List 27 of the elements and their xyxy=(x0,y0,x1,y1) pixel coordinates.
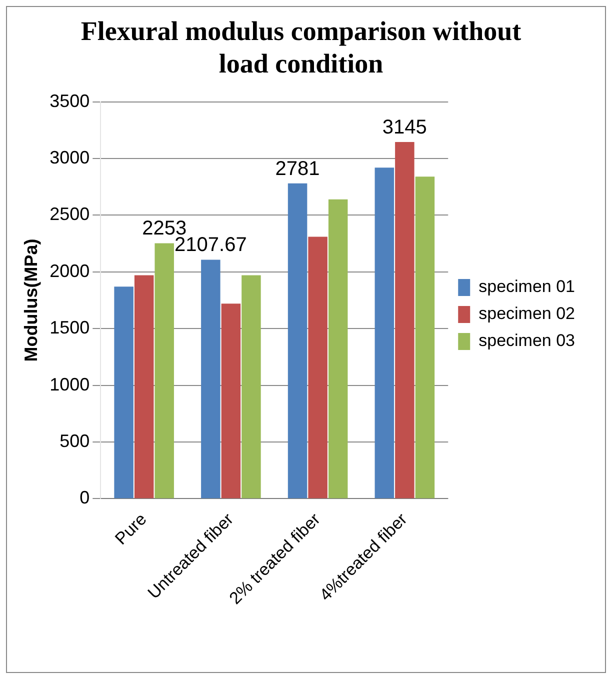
bar xyxy=(288,183,308,498)
bar xyxy=(308,236,328,498)
legend-label: specimen 02 xyxy=(478,304,575,324)
bar xyxy=(395,142,414,498)
y-tick-label: 2500 xyxy=(50,204,90,224)
y-tick-label: 0 xyxy=(80,488,90,508)
legend-label: specimen 03 xyxy=(478,331,575,350)
data-label: 2781 xyxy=(275,158,320,180)
bar xyxy=(328,199,348,498)
data-label: 3145 xyxy=(382,116,427,139)
y-tick-label: 1500 xyxy=(50,318,90,338)
bar xyxy=(221,304,241,498)
bar xyxy=(154,243,174,498)
bar xyxy=(242,275,261,498)
y-tick-label: 1000 xyxy=(50,374,90,394)
y-tick-label: 500 xyxy=(60,430,90,451)
bar xyxy=(134,275,154,498)
bar xyxy=(201,260,220,498)
y-tick-label: 2000 xyxy=(50,260,90,281)
y-tick-label: 3000 xyxy=(50,147,90,168)
legend-label: specimen 01 xyxy=(478,277,575,296)
bar xyxy=(374,168,394,498)
chart-title: Flexural modulus comparison without load condition xyxy=(80,16,522,79)
bar xyxy=(415,176,435,498)
y-axis-title: Modulus(MPa) xyxy=(20,238,41,362)
y-tick-label: 3500 xyxy=(50,90,90,111)
bar xyxy=(114,286,134,498)
